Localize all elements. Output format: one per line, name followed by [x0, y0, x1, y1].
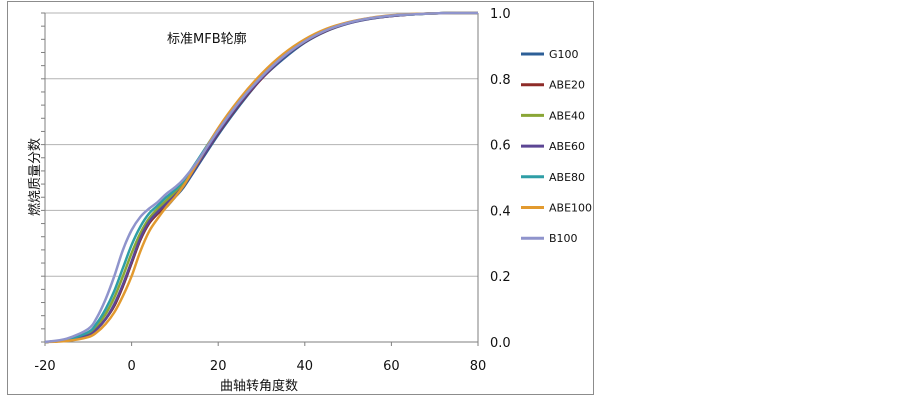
series-line-abe60 [44, 11, 479, 344]
legend-label-g100: G100 [549, 48, 579, 61]
x-tick-label: 20 [210, 359, 227, 374]
series-line-abe100 [44, 11, 479, 344]
series-layer [44, 11, 479, 344]
y-tick-label: 0.6 [490, 139, 511, 154]
series-line-abe40 [44, 11, 479, 344]
series-line-g100 [44, 11, 479, 344]
legend-label-abe40: ABE40 [549, 109, 585, 122]
x-tick-label: 40 [297, 359, 314, 374]
y-tick-label: 0.2 [490, 270, 511, 285]
legend-label-b100: B100 [549, 232, 578, 245]
series-line-b100 [44, 11, 479, 344]
series-line-abe20 [44, 11, 479, 344]
y-tick-label: 0.4 [490, 204, 511, 219]
series-line-abe80 [44, 11, 479, 344]
chart-frame [7, 1, 594, 395]
legend-label-abe20: ABE20 [549, 79, 585, 92]
gridlines [45, 12, 478, 277]
legend-label-abe80: ABE80 [549, 171, 585, 184]
y-tick-labels: 0.0 0.2 0.4 0.6 0.8 1.0 [490, 7, 511, 351]
y-tick-label: 1.0 [490, 7, 511, 22]
legend: G100 ABE20 ABE40 ABE60 ABE80 ABE100 B100 [521, 48, 592, 245]
legend-label-abe60: ABE60 [549, 140, 585, 153]
axes [41, 12, 479, 346]
x-tick-label: 60 [383, 359, 400, 374]
legend-label-abe100: ABE100 [549, 202, 592, 215]
y-tick-label: 0.8 [490, 73, 511, 88]
x-tick-labels: -20 0 20 40 60 80 [34, 359, 486, 374]
x-tick-label: -20 [34, 359, 55, 374]
chart-title: 标准MFB轮廓 [167, 31, 247, 47]
x-axis-title: 曲轴转角度数 [220, 378, 298, 394]
y-axis-title: 燃烧质量分数 [27, 138, 43, 216]
x-tick-label: 0 [127, 359, 135, 374]
y-tick-label: 0.0 [490, 336, 511, 351]
x-tick-label: 80 [470, 359, 487, 374]
